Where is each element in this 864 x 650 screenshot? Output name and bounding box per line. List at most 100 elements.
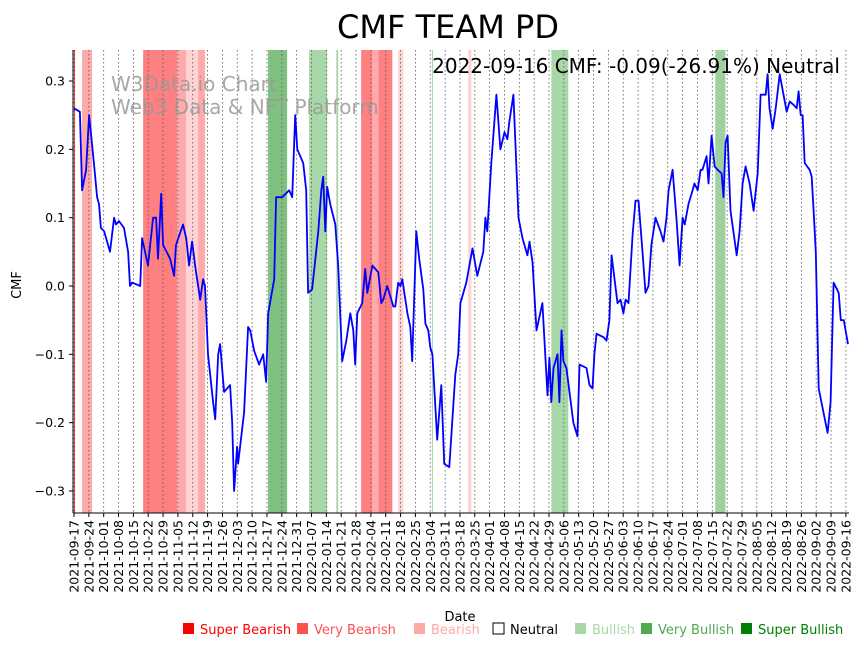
x-tick-label: 2021-10-15 [126, 520, 141, 593]
x-tick-label: 2022-03-18 [452, 520, 467, 593]
x-tick-label: 2021-12-03 [230, 520, 245, 593]
x-tick-label: 2021-12-24 [274, 520, 289, 593]
legend-item-very-bearish: Very Bearish [297, 623, 396, 638]
legend-item-neutral: Neutral [492, 622, 558, 638]
x-tick-label: 2022-03-11 [438, 520, 453, 593]
x-ticks: 2021-09-17 2021-09-24 2021-10-01 2021-10-08… [67, 513, 853, 593]
x-tick-label: 2022-02-11 [378, 520, 393, 593]
x-tick-label: 2022-08-19 [779, 520, 794, 593]
x-tick-label: 2021-11-12 [185, 520, 200, 593]
y-tick-label: 0.3 [45, 74, 65, 89]
x-tick-label: 2021-11-19 [200, 520, 215, 593]
x-tick-label: 2022-05-27 [601, 520, 616, 593]
y-tick-label: −0.1 [35, 347, 65, 362]
legend-label: Bearish [431, 623, 480, 638]
legend-label: Super Bearish [200, 623, 291, 638]
band-very-bearish [143, 50, 178, 513]
chart-title: CMF TEAM PD [337, 8, 559, 46]
x-tick-label: 2021-12-17 [259, 520, 274, 593]
y-tick-label: 0.0 [45, 279, 65, 294]
legend-label: Super Bullish [758, 623, 843, 638]
watermark-line-1: W3Data.io Chart [111, 72, 277, 96]
cmf-series-line [73, 73, 849, 492]
legend-item-super-bullish: Super Bullish [741, 623, 843, 638]
x-tick-label: 2022-03-04 [423, 520, 438, 593]
x-tick-label: 2022-07-29 [734, 520, 749, 593]
x-tick-label: 2022-08-12 [764, 520, 779, 593]
band-bullish [336, 50, 339, 513]
band-very-bullish [268, 50, 288, 513]
legend-swatch [297, 623, 308, 634]
legend-swatch [183, 623, 194, 634]
x-tick-label: 2021-10-08 [111, 520, 126, 593]
x-tick-label: 2022-09-09 [824, 520, 839, 593]
y-ticks: 0.3 0.2 0.1 0.0 −0.1 −0.2 −0.3 [35, 74, 73, 498]
latest-value-annotation: 2022-09-16 CMF: -0.09(-26.91%) Neutral [432, 54, 840, 78]
y-tick-label: −0.2 [35, 415, 65, 430]
y-axis-label: CMF [10, 271, 25, 299]
x-tick-label: 2021-12-31 [289, 520, 304, 593]
x-tick-label: 2022-01-14 [319, 520, 334, 593]
band-very-bearish [378, 50, 393, 513]
legend-label: Bullish [592, 623, 635, 638]
x-tick-label: 2021-10-01 [96, 520, 111, 593]
x-tick-label: 2022-05-13 [571, 520, 586, 593]
legend-swatch [575, 623, 586, 634]
x-tick-label: 2022-01-07 [304, 520, 319, 593]
legend-item-bullish: Bullish [575, 623, 635, 638]
x-tick-label: 2021-09-24 [81, 520, 96, 593]
legend-swatch [492, 622, 505, 635]
legend-label: Neutral [510, 623, 558, 638]
x-tick-label: 2022-04-01 [482, 520, 497, 593]
legend-item-super-bearish: Super Bearish [183, 623, 291, 638]
x-tick-label: 2021-11-26 [215, 520, 230, 593]
legend-swatch [641, 623, 652, 634]
y-tick-label: 0.2 [45, 142, 65, 157]
band-bearish [82, 50, 93, 513]
x-tick-label: 2022-01-28 [349, 520, 364, 593]
y-tick-label: −0.3 [35, 483, 65, 498]
x-tick-label: 2021-12-10 [245, 520, 260, 593]
x-tick-label: 2022-01-21 [334, 520, 349, 593]
band-bullish-mid [715, 50, 726, 513]
band-bearish-pale [468, 50, 472, 513]
legend-item-bearish: Bearish [414, 623, 480, 638]
band-bearish [372, 50, 379, 513]
x-tick-label: 2022-06-17 [645, 520, 660, 593]
x-tick-label: 2022-07-22 [720, 520, 735, 593]
x-tick-label: 2022-02-18 [393, 520, 408, 593]
x-tick-label: 2022-04-22 [527, 520, 542, 593]
x-tick-label: 2022-08-26 [794, 520, 809, 593]
legend-swatch [741, 623, 752, 634]
legend-item-very-bullish: Very Bullish [641, 623, 734, 638]
band-bearish-pale [186, 50, 199, 513]
x-axis-label: Date [444, 610, 475, 625]
sentiment-bands [74, 50, 726, 513]
x-tick-label: 2021-10-29 [156, 520, 171, 593]
x-tick-label: 2022-06-10 [631, 520, 646, 593]
x-tick-label: 2022-07-15 [705, 520, 720, 593]
x-tick-label: 2022-06-03 [616, 520, 631, 593]
legend: Super Bearish Very Bearish Bearish Neutral B… [183, 622, 843, 638]
legend-label: Very Bullish [658, 623, 734, 638]
x-tick-label: 2021-09-17 [67, 520, 82, 593]
legend-label: Very Bearish [314, 623, 396, 638]
x-tick-label: 2021-11-05 [170, 520, 185, 593]
watermark: W3Data.io Chart Web3 Data & NFT Platform [111, 72, 379, 119]
x-tick-label: 2022-05-06 [556, 520, 571, 593]
band-bearish [177, 50, 187, 513]
x-tick-label: 2022-04-29 [542, 520, 557, 593]
legend-swatch [414, 623, 425, 634]
x-tick-label: 2022-09-16 [838, 520, 853, 593]
band-bullish [431, 50, 434, 513]
x-tick-label: 2022-03-25 [467, 520, 482, 593]
x-tick-label: 2022-05-20 [586, 520, 601, 593]
watermark-line-2: Web3 Data & NFT Platform [111, 95, 379, 119]
y-tick-label: 0.1 [45, 210, 65, 225]
band-super-bearish [74, 50, 76, 513]
x-tick-label: 2022-06-24 [660, 520, 675, 593]
x-tick-label: 2022-04-08 [497, 520, 512, 593]
x-tick-label: 2022-04-15 [512, 520, 527, 593]
x-tick-label: 2022-07-01 [675, 520, 690, 593]
